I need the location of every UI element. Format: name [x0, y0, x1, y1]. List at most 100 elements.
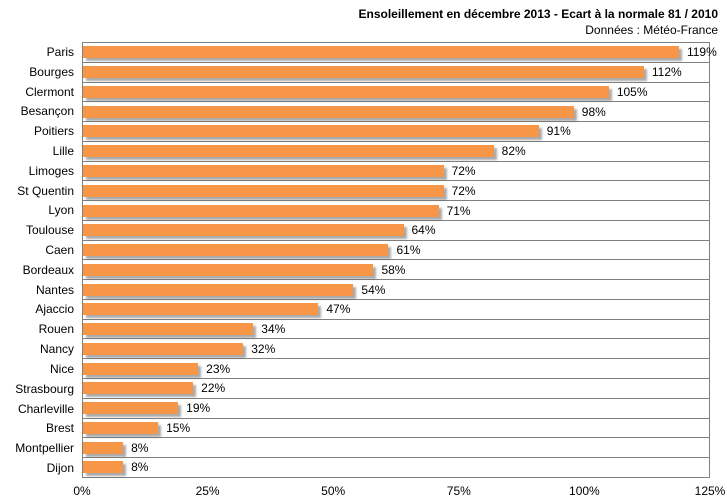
value-label: 98% — [581, 104, 606, 119]
x-tick-label: 100% — [569, 484, 600, 498]
value-label: 23% — [206, 361, 231, 376]
x-tick-label: 25% — [195, 484, 220, 498]
category-label: Nice — [49, 361, 74, 376]
bar — [83, 342, 244, 355]
bar-row: 34% — [83, 320, 709, 340]
bar — [83, 66, 644, 79]
chart-subtitle: Données : Météo-France — [585, 23, 718, 37]
bar-row: 119% — [83, 43, 717, 63]
bar — [83, 362, 199, 375]
value-label: 105% — [616, 84, 648, 99]
bar-row: 47% — [83, 300, 709, 320]
value-label: 58% — [381, 262, 406, 277]
category-label: Ajaccio — [35, 302, 74, 317]
x-tick-label: 75% — [446, 484, 471, 498]
category-label: Nancy — [39, 342, 74, 357]
value-label: 91% — [546, 124, 571, 139]
bar — [83, 184, 444, 197]
x-tick-label: 0% — [73, 484, 91, 498]
category-label: Paris — [46, 44, 74, 59]
category-label: Rouen — [38, 322, 74, 337]
bar-row: 58% — [83, 260, 709, 281]
category-label: Dijon — [46, 460, 74, 475]
bar — [83, 224, 404, 237]
bar-row: 19% — [83, 399, 709, 419]
bar — [83, 145, 494, 158]
value-label: 119% — [686, 45, 717, 60]
bar — [83, 382, 194, 395]
bar-row: 23% — [83, 359, 709, 380]
bar-row: 98% — [83, 102, 709, 123]
bar-row: 32% — [83, 339, 709, 360]
bar — [83, 244, 389, 257]
bar-row: 112% — [83, 63, 709, 83]
value-label: 72% — [451, 183, 476, 198]
bar-row: 22% — [83, 379, 709, 399]
bar — [83, 461, 124, 474]
bar-row: 54% — [83, 280, 709, 300]
value-label: 54% — [361, 282, 386, 297]
bar-row: 72% — [83, 181, 709, 202]
bar-row: 71% — [83, 201, 709, 221]
bar — [83, 204, 439, 217]
category-label: Besançon — [20, 104, 74, 119]
category-labels: Paris Bourges Clermont Besançon Poitiers Lill… — [0, 42, 80, 478]
bar — [83, 441, 124, 454]
bar — [83, 125, 539, 138]
category-label: Charleville — [17, 401, 74, 416]
bar-row: 64% — [83, 221, 709, 241]
value-label: 112% — [651, 65, 682, 80]
bar — [83, 85, 609, 98]
value-label: 47% — [326, 302, 351, 317]
bar-row: 8% — [83, 458, 709, 477]
value-label: 71% — [446, 203, 471, 218]
bar-row: 72% — [83, 162, 709, 182]
bar-row: 61% — [83, 241, 709, 261]
bar — [83, 421, 159, 434]
value-label: 61% — [396, 243, 421, 258]
bar-row: 82% — [83, 142, 709, 162]
value-label: 82% — [501, 144, 526, 159]
value-label: 34% — [261, 322, 286, 337]
category-label: Montpellier — [15, 441, 74, 456]
x-tick-label: 50% — [321, 484, 346, 498]
plot-area: 119% 112% 105% 98% 91% 82% 72% 72% 71% 64% 61% 58% 5… — [82, 42, 717, 478]
category-label: Brest — [45, 421, 74, 436]
bar — [83, 263, 374, 276]
category-label: Caen — [45, 243, 74, 258]
bar — [83, 323, 254, 336]
x-axis: 0% 25% 50% 75% 100% 125% — [73, 484, 725, 500]
value-label: 8% — [131, 460, 149, 475]
value-label: 8% — [131, 440, 149, 455]
bar — [83, 283, 354, 296]
bar-row: 8% — [83, 438, 709, 459]
bar-row: 91% — [83, 122, 709, 142]
category-label: Toulouse — [25, 223, 74, 238]
x-tick-label: 125% — [694, 484, 726, 498]
bar — [83, 303, 319, 316]
bar — [83, 105, 574, 118]
value-label: 64% — [411, 223, 436, 238]
category-label: Nantes — [35, 282, 74, 297]
category-label: Limoges — [28, 163, 74, 178]
category-label: Bourges — [29, 64, 74, 79]
chart-title: Ensoleillement en décembre 2013 - Ecart … — [358, 7, 718, 21]
value-label: 22% — [201, 381, 226, 396]
bar — [83, 402, 179, 415]
value-label: 19% — [186, 401, 211, 416]
bar-row: 15% — [83, 419, 709, 439]
category-label: Bordeaux — [22, 262, 74, 277]
value-label: 72% — [451, 163, 476, 178]
bar — [83, 164, 444, 177]
bar — [83, 46, 679, 59]
chart-header: Ensoleillement en décembre 2013 - Ecart … — [358, 6, 718, 38]
category-label: Clermont — [25, 84, 74, 99]
category-label: St Quentin — [17, 183, 74, 198]
value-label: 15% — [166, 420, 191, 435]
value-label: 32% — [251, 341, 276, 356]
category-label: Lille — [52, 143, 74, 158]
category-label: Lyon — [48, 203, 74, 218]
category-label: Poitiers — [33, 124, 74, 139]
category-label: Strasbourg — [15, 381, 74, 396]
bar-row: 105% — [83, 83, 709, 103]
